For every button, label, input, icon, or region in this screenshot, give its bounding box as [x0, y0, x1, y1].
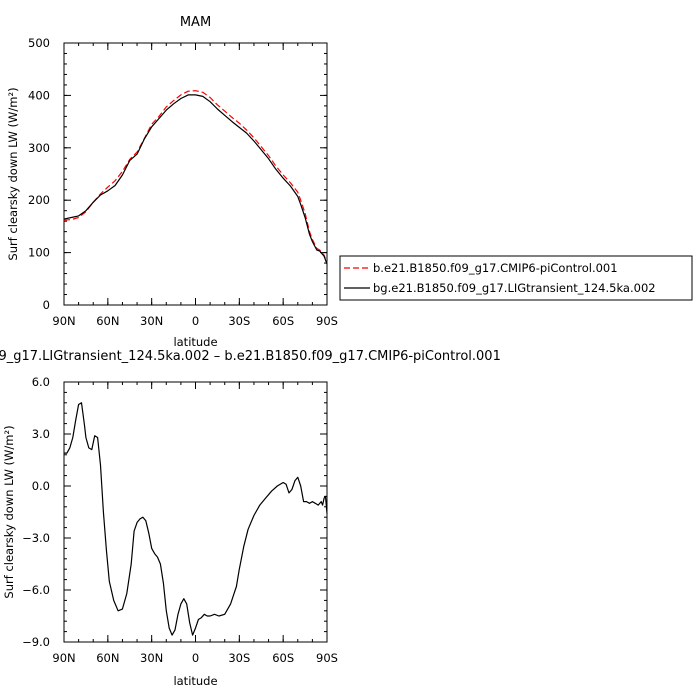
y-tick-label: −9.0: [22, 635, 50, 649]
series-line-0: [63, 90, 328, 264]
legend-label-1: bg.e21.B1850.f09_g17.LIGtransient_124.5k…: [373, 281, 656, 295]
x-tick-label: 30S: [228, 651, 250, 665]
x-tick-label: 60S: [272, 314, 294, 328]
y-tick-label: 6.0: [32, 375, 50, 389]
x-tick-label: 90S: [316, 314, 338, 328]
series-line-1: [63, 94, 328, 265]
x-tick-label: 0: [192, 314, 199, 328]
x-tick-label: 60N: [96, 314, 119, 328]
y-tick-label: 400: [28, 88, 50, 102]
x-tick-label: 60N: [96, 651, 119, 665]
plot-frame: [63, 42, 328, 306]
series-line-0: [64, 402, 328, 636]
x-tick-label: 30N: [140, 651, 163, 665]
x-tick-label: 90S: [316, 651, 338, 665]
x-tick-label: 30S: [228, 314, 250, 328]
x-tick-label: 90N: [52, 314, 75, 328]
y-tick-label: −3.0: [22, 531, 50, 545]
top-panel-chart: 90N 60N 30N 0 30S 60S 90S 0 100 200 300 400 500 MAM la…: [6, 15, 338, 349]
y-axis-label: Surf clearsky down LW (W/m²): [2, 425, 16, 598]
bottom-panel-chart: 90N 60N 30N 0 30S 60S 90S 6.0 3.0 0.0 −3.0 −6.0 −9.0…: [0, 349, 501, 688]
y-tick-label: 100: [28, 246, 50, 260]
x-tick-label: 90N: [52, 651, 75, 665]
x-axis-label: latitude: [173, 674, 217, 688]
legend-label-0: b.e21.B1850.f09_g17.CMIP6-piControl.001: [373, 261, 618, 275]
y-tick-label: 0: [43, 298, 50, 312]
y-tick-label: 300: [28, 141, 50, 155]
chart-title: MAM: [180, 15, 211, 30]
y-tick-label: 200: [28, 193, 50, 207]
x-tick-label: 0: [192, 651, 199, 665]
y-axis-label: Surf clearsky down LW (W/m²): [6, 87, 20, 260]
x-tick-label: 30N: [140, 314, 163, 328]
chart-title: bg.e21.B1850.f09_g17.LIGtransient_124.5k…: [0, 349, 501, 364]
x-tick-label: 60S: [272, 651, 294, 665]
y-tick-label: 3.0: [32, 427, 50, 441]
legend-box: [339, 255, 693, 301]
x-axis-label: latitude: [173, 335, 217, 349]
y-tick-label: −6.0: [22, 583, 50, 597]
y-tick-label: 0.0: [32, 479, 50, 493]
legend: b.e21.B1850.f09_g17.CMIP6-piControl.001b…: [339, 255, 693, 301]
y-tick-label: 500: [28, 36, 50, 50]
